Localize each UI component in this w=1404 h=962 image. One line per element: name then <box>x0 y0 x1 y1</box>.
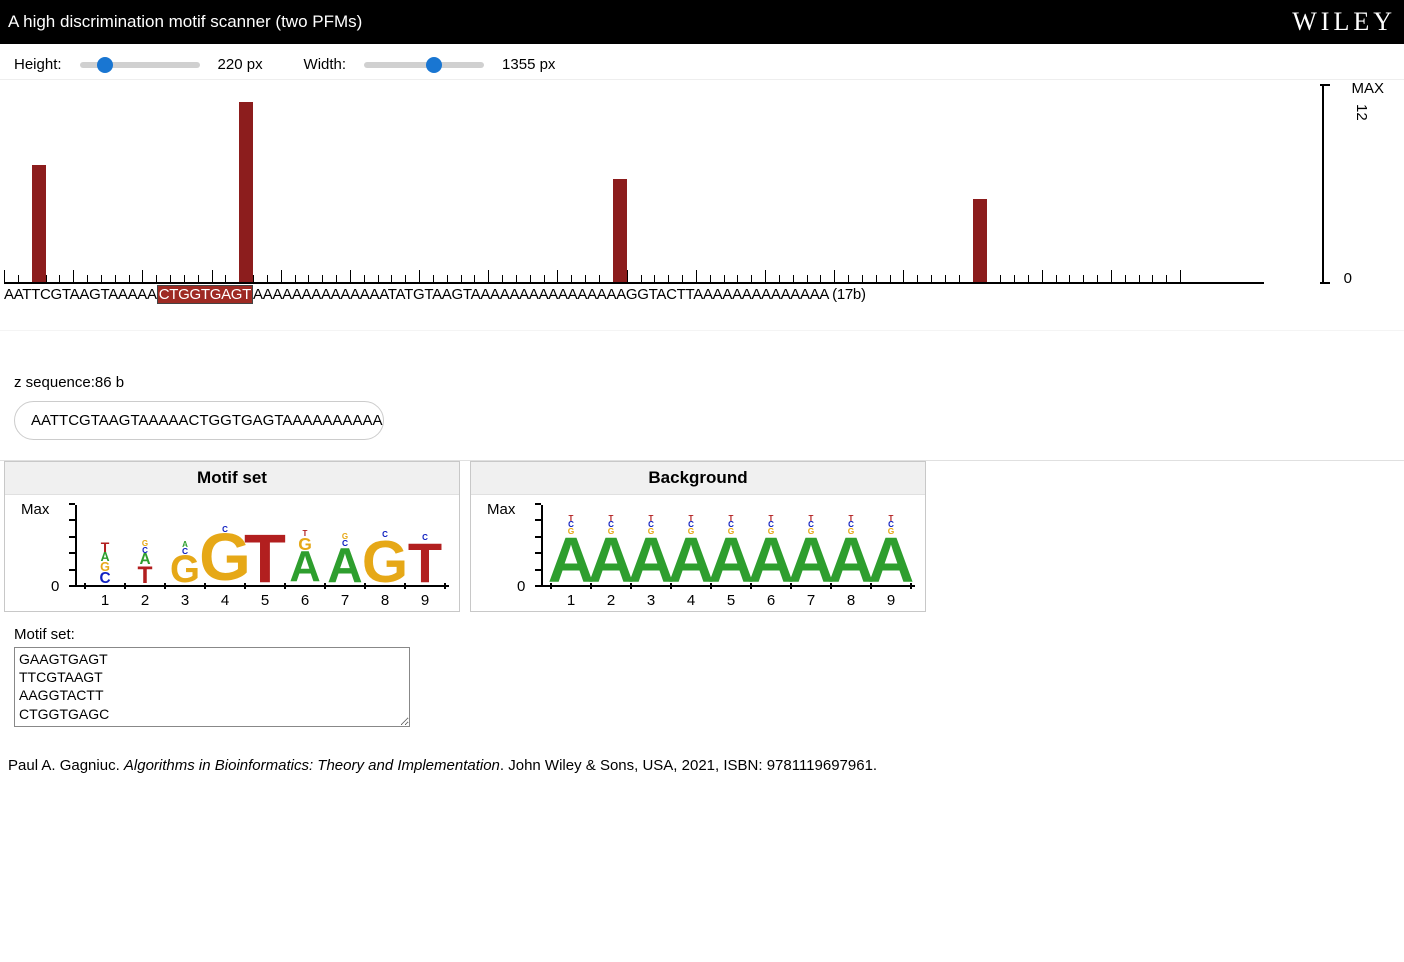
background-logo-title: Background <box>471 462 925 495</box>
width-value: 1355 px <box>502 56 572 73</box>
scan-chart-yaxis <box>1284 84 1324 284</box>
motif-set-textarea[interactable]: GAAGTGAGTTTCGTAAGTAAGGTACTTCTGGTGAGC <box>14 647 410 727</box>
scan-bar <box>613 179 627 282</box>
scan-chart-ylabel-max: MAX <box>1351 80 1384 97</box>
scan-bar <box>239 102 253 282</box>
motif-set-item[interactable]: CTGGTGAGC <box>19 705 405 723</box>
scan-chart-ylabel-zero: 0 <box>1344 270 1352 287</box>
wiley-logo: WILEY <box>1292 7 1396 37</box>
citation-title: Algorithms in Bioinformatics: Theory and… <box>124 757 500 774</box>
scan-chart-ylabel-mid: 12 <box>1353 104 1370 121</box>
motif-set-item[interactable]: GAAGTGAGT <box>19 650 405 668</box>
motif-logo-ymax: Max <box>21 501 49 518</box>
scan-sequence-line: AATTCGTAAGTAAAAACTGGTGAGTAAAAAAAAAAAAAAT… <box>4 284 1264 303</box>
background-logo-panel: Background Max 0 1AGCT2AGCT3AGCT4AGCT5AG… <box>470 461 926 612</box>
motif-logo-y0: 0 <box>51 578 59 595</box>
height-value: 220 px <box>218 56 288 73</box>
citation: Paul A. Gagniuc. Algorithms in Bioinform… <box>0 737 1404 804</box>
page-title: A high discrimination motif scanner (two… <box>8 12 362 32</box>
scan-chart-ticks <box>4 84 1264 282</box>
background-logo-ymax: Max <box>487 501 515 518</box>
seq-post: AAAAAAAAAAAAAATATGTAAGTAAAAAAAAAAAAAAAAG… <box>253 286 866 303</box>
motif-logo-body: Max 0 1CGAT2TACG3GCA4GC5T6AGT7ACG8GC9TC <box>5 495 459 611</box>
scan-bar <box>32 165 46 282</box>
seq-highlight: CTGGTGAGT <box>157 285 253 304</box>
width-slider[interactable] <box>364 62 484 68</box>
citation-author: Paul A. Gagniuc. <box>8 757 124 774</box>
seq-pre: AATTCGTAAGTAAAAA <box>4 286 157 303</box>
scan-bar <box>973 199 987 282</box>
scan-chart-plot <box>4 84 1264 284</box>
logos-row: Motif set Max 0 1CGAT2TACG3GCA4GC5T6AGT7… <box>0 460 1404 612</box>
motif-set-item[interactable]: TTCGTAAGT <box>19 668 405 686</box>
scan-chart: MAX 12 0 AATTCGTAAGTAAAAACTGGTGAGTAAAAAA… <box>0 84 1404 324</box>
width-label: Width: <box>304 56 347 73</box>
height-label: Height: <box>14 56 62 73</box>
controls-row: Height: 220 px Width: 1355 px <box>0 44 1404 80</box>
background-logo-body: Max 0 1AGCT2AGCT3AGCT4AGCT5AGCT6AGCT7AGC… <box>471 495 925 611</box>
motif-logo-title: Motif set <box>5 462 459 495</box>
motif-logo-panel: Motif set Max 0 1CGAT2TACG3GCA4GC5T6AGT7… <box>4 461 460 612</box>
z-sequence-label: z sequence:86 b <box>0 370 1404 401</box>
background-logo-y0: 0 <box>517 578 525 595</box>
motif-set-item[interactable]: AAGGTACTT <box>19 686 405 704</box>
sequence-input[interactable]: AATTCGTAAGTAAAAACTGGTGAGTAAAAAAAAAA. <box>14 401 384 440</box>
height-slider[interactable] <box>80 62 200 68</box>
motif-set-label: Motif set: <box>14 626 1390 643</box>
motif-set-section: Motif set: GAAGTGAGTTTCGTAAGTAAGGTACTTCT… <box>0 612 1404 737</box>
app-header: A high discrimination motif scanner (two… <box>0 0 1404 44</box>
citation-rest: . John Wiley & Sons, USA, 2021, ISBN: 97… <box>500 757 877 774</box>
